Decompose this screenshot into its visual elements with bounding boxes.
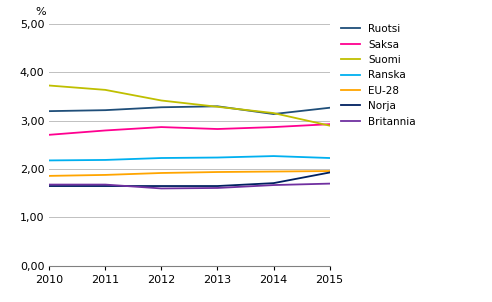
Saksa [102, 129, 108, 132]
Britannia [327, 182, 333, 185]
Norja [271, 181, 277, 185]
Norja [327, 171, 333, 174]
Suomi [102, 88, 108, 92]
Line: Suomi: Suomi [49, 85, 330, 126]
Norja [102, 184, 108, 188]
EU-28 [215, 170, 220, 174]
Line: Ranska: Ranska [49, 156, 330, 160]
EU-28 [102, 173, 108, 177]
Norja [46, 184, 52, 188]
EU-28 [158, 171, 164, 175]
Ranska [215, 156, 220, 159]
Suomi [158, 99, 164, 102]
Ruotsi [327, 106, 333, 110]
Britannia [271, 183, 277, 187]
Ranska [46, 159, 52, 162]
Saksa [46, 133, 52, 137]
Saksa [271, 125, 277, 129]
Ranska [158, 156, 164, 160]
Ranska [271, 154, 277, 158]
Text: %: % [36, 7, 46, 17]
Suomi [271, 111, 277, 115]
Ruotsi [158, 105, 164, 109]
Britannia [102, 183, 108, 186]
Suomi [327, 124, 333, 127]
Line: EU-28: EU-28 [49, 171, 330, 176]
Britannia [158, 187, 164, 190]
Britannia [46, 183, 52, 186]
Suomi [215, 105, 220, 109]
Ranska [102, 158, 108, 162]
Line: Saksa: Saksa [49, 124, 330, 135]
Ruotsi [215, 104, 220, 108]
Saksa [215, 127, 220, 131]
Britannia [215, 186, 220, 190]
Line: Norja: Norja [49, 172, 330, 186]
EU-28 [327, 169, 333, 173]
Ranska [327, 156, 333, 160]
Ruotsi [271, 112, 277, 116]
Saksa [327, 122, 333, 126]
Legend: Ruotsi, Saksa, Suomi, Ranska, EU-28, Norja, Britannia: Ruotsi, Saksa, Suomi, Ranska, EU-28, Nor… [341, 24, 416, 127]
EU-28 [271, 170, 277, 173]
EU-28 [46, 174, 52, 178]
Ruotsi [102, 108, 108, 112]
Line: Britannia: Britannia [49, 184, 330, 188]
Norja [215, 184, 220, 188]
Ruotsi [46, 109, 52, 113]
Norja [158, 184, 164, 188]
Line: Ruotsi: Ruotsi [49, 106, 330, 114]
Saksa [158, 125, 164, 129]
Suomi [46, 84, 52, 87]
